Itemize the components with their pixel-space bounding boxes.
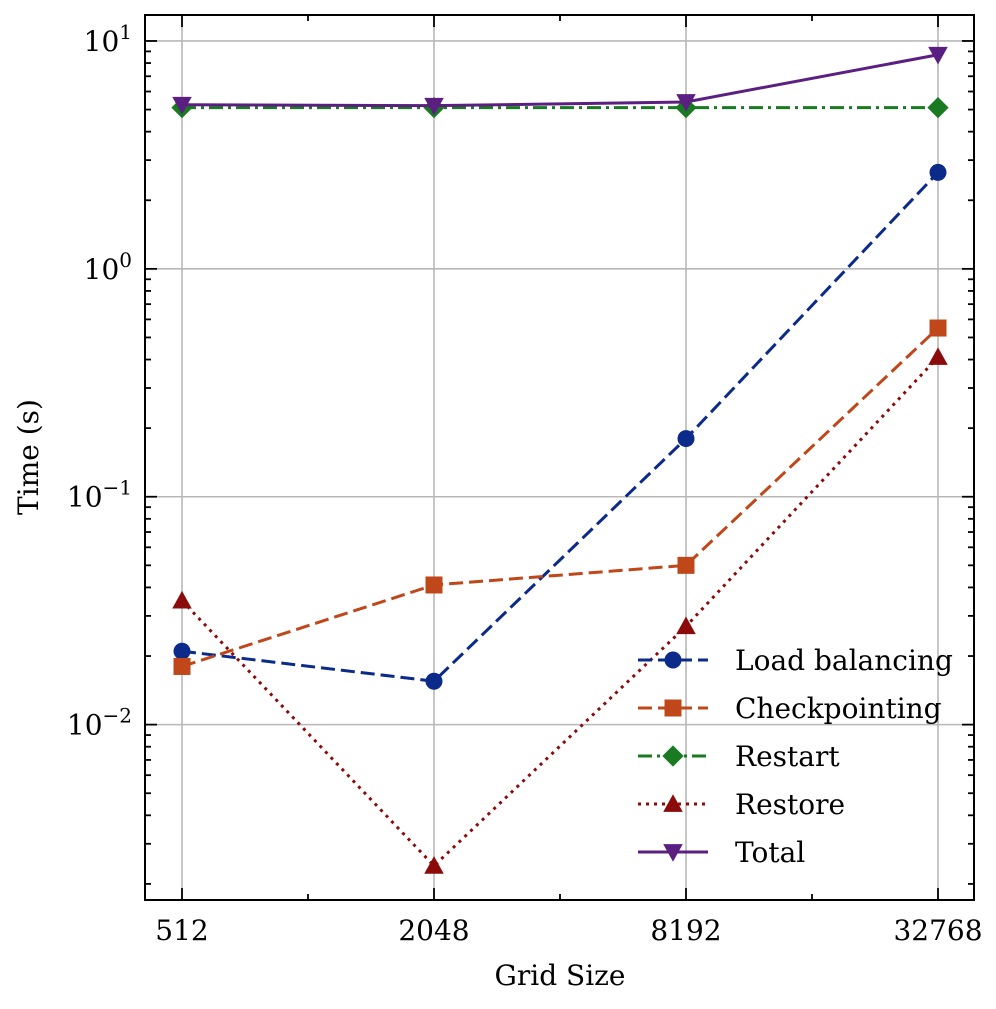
legend-item-load-balancing: Load balancing xyxy=(638,644,953,677)
series-lines xyxy=(171,46,949,874)
y-tick-label: 101 xyxy=(84,20,132,58)
legend-label: Checkpointing xyxy=(735,692,942,725)
legend-marker xyxy=(663,844,683,862)
minor-ticks xyxy=(145,15,974,900)
legend-label: Total xyxy=(735,836,805,869)
x-tick-label: 2048 xyxy=(398,914,469,947)
x-tick-label: 32768 xyxy=(893,914,982,947)
legend-item-restart: Restart xyxy=(638,740,840,773)
legend-label: Restart xyxy=(735,740,840,773)
legend-item-total: Total xyxy=(638,836,805,869)
series-total xyxy=(172,46,948,116)
y-tick-label: 10−1 xyxy=(67,476,132,514)
legend-label: Load balancing xyxy=(735,644,953,677)
data-point-total xyxy=(928,46,948,65)
data-point-restart xyxy=(927,96,949,119)
x-axis-label: Grid Size xyxy=(495,959,626,992)
legend-marker xyxy=(663,794,683,812)
grid-lines xyxy=(145,15,974,900)
data-point-load-balancing xyxy=(929,163,947,181)
series-line-total xyxy=(181,53,939,108)
series-restore xyxy=(172,347,948,874)
legend-label: Restore xyxy=(735,788,845,821)
series-restart xyxy=(171,96,949,119)
data-point-total xyxy=(676,94,696,112)
legend-marker xyxy=(664,699,682,717)
data-point-restore xyxy=(928,347,948,365)
series-line-load-balancing xyxy=(181,171,940,683)
legend: Load balancing Checkpointing Restart Restor… xyxy=(638,644,953,869)
data-point-total xyxy=(172,96,192,115)
data-point-restore xyxy=(172,590,192,609)
data-point-checkpointing xyxy=(677,556,695,574)
data-point-load-balancing xyxy=(425,672,443,690)
series-checkpointing xyxy=(173,319,947,675)
legend-item-checkpointing: Checkpointing xyxy=(638,692,942,725)
legend-item-restore: Restore xyxy=(638,788,845,821)
x-tick-label: 8192 xyxy=(650,914,721,947)
tick-labels: 512 2048 8192 32768 10−2 10−1 100 101 xyxy=(67,20,983,947)
y-tick-label: 10−2 xyxy=(67,704,132,742)
x-tick-label: 512 xyxy=(155,914,208,947)
series-line-checkpointing xyxy=(181,326,940,668)
data-point-load-balancing xyxy=(173,642,191,660)
legend-marker xyxy=(664,651,682,669)
data-point-checkpointing xyxy=(929,319,947,337)
data-point-checkpointing xyxy=(425,576,443,594)
major-ticks xyxy=(145,15,974,900)
y-tick-label: 100 xyxy=(84,248,132,286)
data-point-total xyxy=(424,97,444,116)
series-load-balancing xyxy=(173,163,947,690)
plot-frame xyxy=(144,14,975,901)
data-point-restore xyxy=(676,616,696,635)
legend-marker xyxy=(662,745,684,767)
data-point-load-balancing xyxy=(677,430,695,448)
data-point-checkpointing xyxy=(173,657,191,675)
y-axis-label: Time (s) xyxy=(12,399,45,515)
data-point-restore xyxy=(424,856,444,874)
series-line-restore xyxy=(180,356,940,868)
